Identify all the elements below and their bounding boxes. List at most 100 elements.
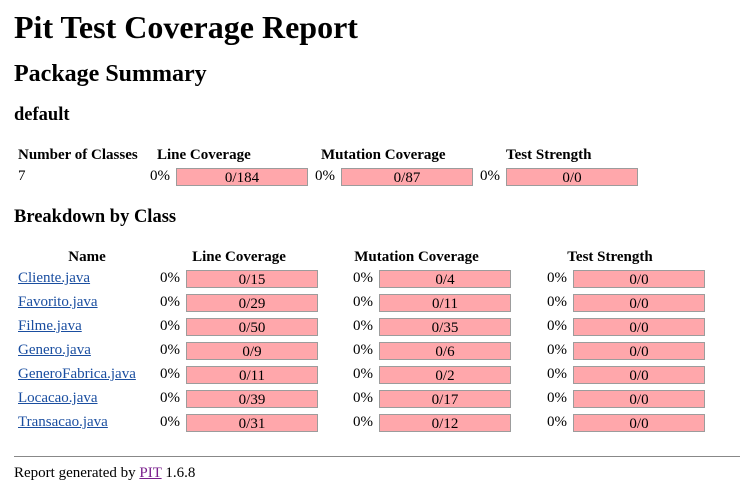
test-strength-bar-cell: 0/0 <box>572 389 706 411</box>
test-strength-bar: 0/0 <box>573 414 705 432</box>
test-strength-percent: 0% <box>547 270 567 286</box>
test-strength-percent: 0% <box>547 414 567 430</box>
line-coverage-percent: 0% <box>160 414 180 430</box>
test-strength-bar: 0/0 <box>573 270 705 288</box>
page-title: Pit Test Coverage Report <box>14 9 358 45</box>
line-coverage-percent: 0% <box>160 366 180 382</box>
header-number-of-classes: Number of Classes <box>18 147 138 163</box>
line-coverage-bar: 0/15 <box>186 270 318 288</box>
package-summary-header-row: Number of Classes Line Coverage Mutation… <box>17 146 639 165</box>
package-summary-row: 7 0% 0/184 0% 0/87 0% 0/0 <box>17 167 639 189</box>
test-strength-percent: 0% <box>547 390 567 406</box>
test-strength-bar: 0/0 <box>573 366 705 384</box>
line-coverage-percent: 0% <box>160 294 180 310</box>
table-row: Favorito.java 0% 0/29 0% 0/11 0% 0/0 <box>17 293 706 315</box>
table-row: Cliente.java 0% 0/15 0% 0/4 0% 0/0 <box>17 269 706 291</box>
class-link[interactable]: Genero.java <box>18 342 91 358</box>
line-coverage-bar-cell: 0/50 <box>185 317 319 339</box>
mutation-coverage-bar: 0/12 <box>379 414 511 432</box>
line-coverage-bar-cell: 0/15 <box>185 269 319 291</box>
mutation-coverage-bar-cell: 0/87 <box>340 167 474 189</box>
test-strength-bar-cell: 0/0 <box>572 269 706 291</box>
line-coverage-bar-cell: 0/31 <box>185 413 319 435</box>
test-strength-bar: 0/0 <box>573 294 705 312</box>
class-link[interactable]: Transacao.java <box>18 414 108 430</box>
header-line-coverage: Line Coverage <box>192 249 286 265</box>
number-of-classes-value: 7 <box>18 168 26 184</box>
test-strength-bar-cell: 0/0 <box>572 341 706 363</box>
test-strength-percent: 0% <box>480 168 500 184</box>
line-coverage-bar: 0/184 <box>176 168 308 186</box>
line-coverage-bar: 0/11 <box>186 366 318 384</box>
mutation-coverage-bar-cell: 0/2 <box>378 365 512 387</box>
mutation-coverage-bar: 0/4 <box>379 270 511 288</box>
class-link[interactable]: Locacao.java <box>18 390 98 406</box>
mutation-coverage-percent: 0% <box>353 390 373 406</box>
package-summary-table: Number of Classes Line Coverage Mutation… <box>15 144 641 191</box>
mutation-coverage-percent: 0% <box>353 414 373 430</box>
table-row: Genero.java 0% 0/9 0% 0/6 0% 0/0 <box>17 341 706 363</box>
package-summary-heading: Package Summary <box>14 61 207 87</box>
line-coverage-bar: 0/50 <box>186 318 318 336</box>
footer-prefix: Report generated by <box>14 465 136 481</box>
class-link[interactable]: Filme.java <box>18 318 82 334</box>
test-strength-percent: 0% <box>547 342 567 358</box>
mutation-coverage-bar-cell: 0/4 <box>378 269 512 291</box>
test-strength-bar-cell: 0/0 <box>572 317 706 339</box>
line-coverage-bar-cell: 0/39 <box>185 389 319 411</box>
header-test-strength: Test Strength <box>567 249 653 265</box>
mutation-coverage-bar-cell: 0/17 <box>378 389 512 411</box>
line-coverage-bar: 0/39 <box>186 390 318 408</box>
mutation-coverage-bar: 0/11 <box>379 294 511 312</box>
class-name-cell: Filme.java <box>17 317 157 339</box>
test-strength-bar-cell: 0/0 <box>572 365 706 387</box>
class-name-cell: GeneroFabrica.java <box>17 365 157 387</box>
mutation-coverage-percent: 0% <box>353 366 373 382</box>
header-test-strength: Test Strength <box>506 147 592 163</box>
test-strength-bar: 0/0 <box>573 318 705 336</box>
mutation-coverage-percent: 0% <box>353 318 373 334</box>
header-mutation-coverage: Mutation Coverage <box>354 249 479 265</box>
pit-link[interactable]: PIT <box>139 465 162 481</box>
mutation-coverage-bar-cell: 0/6 <box>378 341 512 363</box>
test-strength-bar-cell: 0/0 <box>572 293 706 315</box>
mutation-coverage-percent: 0% <box>353 270 373 286</box>
class-link[interactable]: Favorito.java <box>18 294 98 310</box>
package-name: default <box>14 105 70 125</box>
mutation-coverage-bar-cell: 0/35 <box>378 317 512 339</box>
breakdown-header-row: Name Line Coverage Mutation Coverage Tes… <box>17 248 706 267</box>
header-line-coverage: Line Coverage <box>157 147 251 163</box>
table-row: Locacao.java 0% 0/39 0% 0/17 0% 0/0 <box>17 389 706 411</box>
test-strength-percent: 0% <box>547 318 567 334</box>
class-link[interactable]: GeneroFabrica.java <box>18 366 136 382</box>
line-coverage-percent: 0% <box>160 318 180 334</box>
test-strength-bar-cell: 0/0 <box>572 413 706 435</box>
table-row: GeneroFabrica.java 0% 0/11 0% 0/2 0% 0/0 <box>17 365 706 387</box>
test-strength-bar: 0/0 <box>573 390 705 408</box>
mutation-coverage-bar: 0/35 <box>379 318 511 336</box>
line-coverage-percent: 0% <box>150 168 170 184</box>
line-coverage-percent: 0% <box>160 390 180 406</box>
mutation-coverage-percent: 0% <box>315 168 335 184</box>
pit-version: 1.6.8 <box>165 465 196 481</box>
class-name-cell: Genero.java <box>17 341 157 363</box>
class-name-cell: Locacao.java <box>17 389 157 411</box>
header-name: Name <box>68 249 106 265</box>
mutation-coverage-bar: 0/2 <box>379 366 511 384</box>
breakdown-heading: Breakdown by Class <box>14 207 177 227</box>
breakdown-table: Name Line Coverage Mutation Coverage Tes… <box>15 246 708 437</box>
mutation-coverage-bar: 0/87 <box>341 168 473 186</box>
line-coverage-bar: 0/29 <box>186 294 318 312</box>
class-link[interactable]: Cliente.java <box>18 270 91 286</box>
line-coverage-bar-cell: 0/9 <box>185 341 319 363</box>
line-coverage-percent: 0% <box>160 270 180 286</box>
table-row: Transacao.java 0% 0/31 0% 0/12 0% 0/0 <box>17 413 706 435</box>
line-coverage-bar: 0/9 <box>186 342 318 360</box>
line-coverage-bar-cell: 0/184 <box>175 167 309 189</box>
mutation-coverage-percent: 0% <box>353 342 373 358</box>
class-name-cell: Favorito.java <box>17 293 157 315</box>
line-coverage-bar-cell: 0/11 <box>185 365 319 387</box>
test-strength-bar-cell: 0/0 <box>505 167 639 189</box>
test-strength-percent: 0% <box>547 366 567 382</box>
test-strength-percent: 0% <box>547 294 567 310</box>
